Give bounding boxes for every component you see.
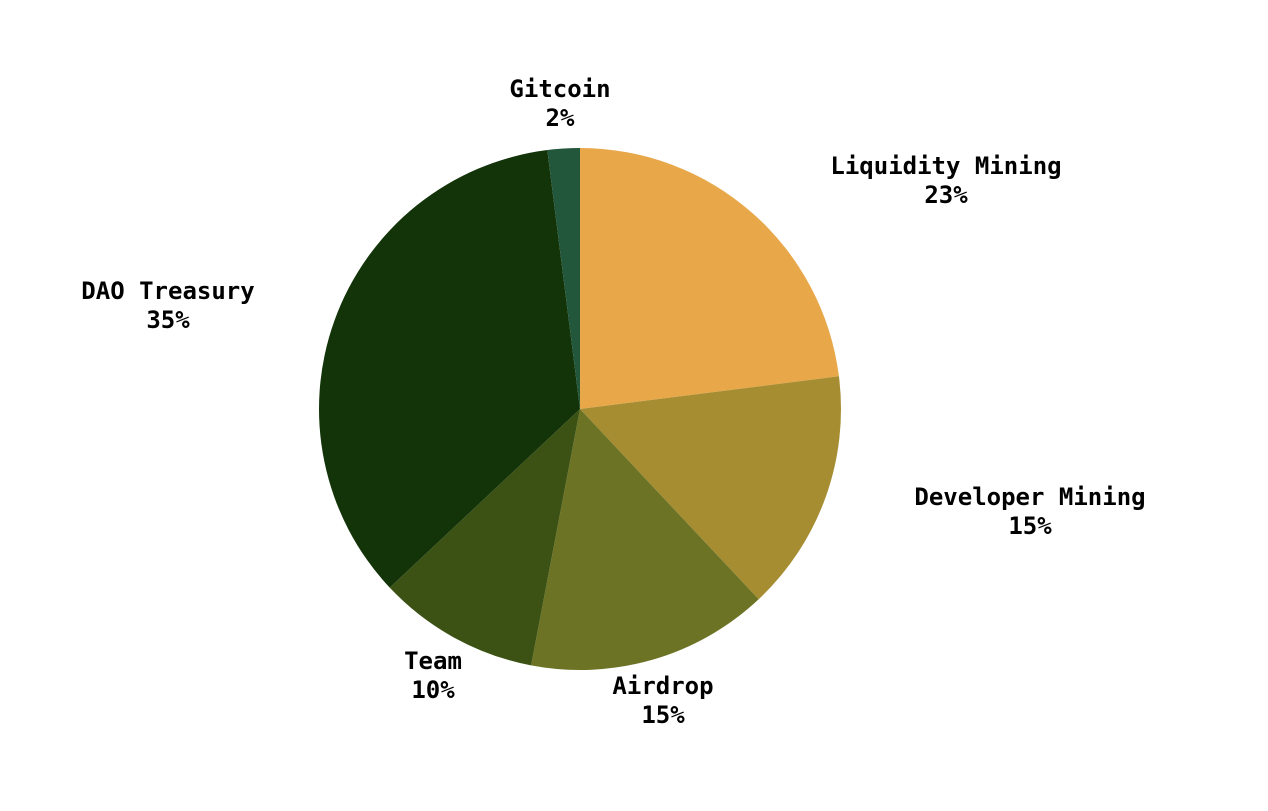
slice-value-liquidity-mining: 23% — [924, 181, 968, 209]
slice-label-liquidity-mining: Liquidity Mining — [830, 152, 1061, 180]
slice-value-developer-mining: 15% — [1008, 512, 1052, 540]
slice-value-gitcoin: 2% — [546, 104, 575, 132]
pie-slices — [318, 148, 841, 671]
pie-slice-developer-mining — [580, 376, 841, 600]
pie-slice-airdrop — [531, 409, 759, 671]
pie-slice-dao-treasury — [318, 150, 580, 588]
pie-slice-gitcoin — [547, 148, 580, 409]
slice-value-team: 10% — [411, 676, 455, 704]
slice-label-dao-treasury: DAO Treasury — [81, 277, 254, 305]
slice-value-airdrop: 15% — [641, 701, 685, 729]
slice-value-dao-treasury: 35% — [146, 306, 190, 334]
slice-label-team: Team — [404, 647, 462, 675]
slice-label-airdrop: Airdrop — [612, 672, 713, 700]
pie-slice-liquidity-mining — [580, 148, 839, 409]
pie-slice-team — [389, 409, 580, 666]
slice-label-gitcoin: Gitcoin — [509, 75, 610, 103]
slice-label-developer-mining: Developer Mining — [914, 483, 1145, 511]
